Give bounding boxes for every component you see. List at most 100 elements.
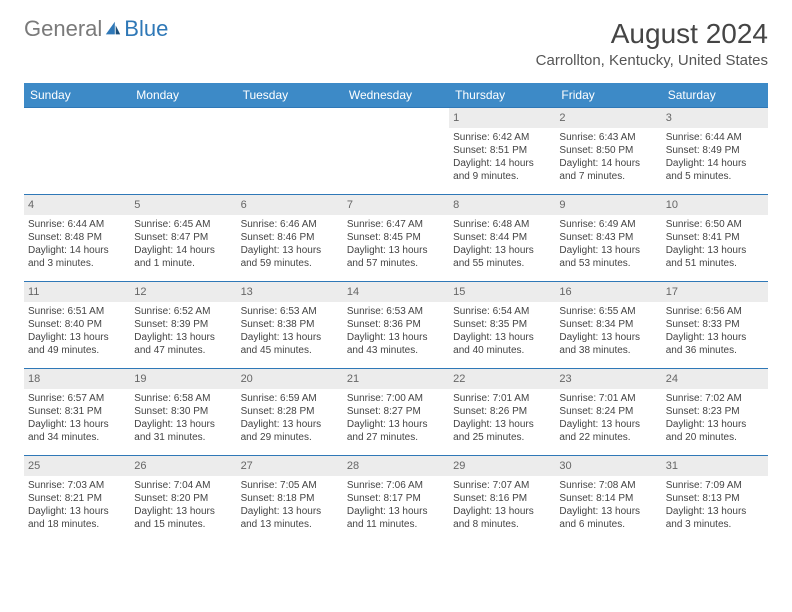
header: General Blue August 2024 Carrollton, Ken…: [24, 18, 768, 69]
day-number: 13: [237, 282, 343, 302]
daylight-text: Daylight: 13 hours and 20 minutes.: [666, 418, 764, 444]
sunset-text: Sunset: 8:39 PM: [134, 318, 232, 331]
daylight-text: Daylight: 13 hours and 31 minutes.: [134, 418, 232, 444]
sunset-text: Sunset: 8:35 PM: [453, 318, 551, 331]
dow-wednesday: Wednesday: [343, 83, 449, 107]
daylight-text: Daylight: 13 hours and 57 minutes.: [347, 244, 445, 270]
day-cell: 24Sunrise: 7:02 AMSunset: 8:23 PMDayligh…: [662, 369, 768, 455]
day-number: 22: [449, 369, 555, 389]
day-number: 21: [343, 369, 449, 389]
day-cell: 20Sunrise: 6:59 AMSunset: 8:28 PMDayligh…: [237, 369, 343, 455]
day-cell: 28Sunrise: 7:06 AMSunset: 8:17 PMDayligh…: [343, 456, 449, 542]
day-cell: 23Sunrise: 7:01 AMSunset: 8:24 PMDayligh…: [555, 369, 661, 455]
sunset-text: Sunset: 8:27 PM: [347, 405, 445, 418]
sunrise-text: Sunrise: 7:09 AM: [666, 479, 764, 492]
sunset-text: Sunset: 8:14 PM: [559, 492, 657, 505]
week-row: 4Sunrise: 6:44 AMSunset: 8:48 PMDaylight…: [24, 194, 768, 281]
day-number: 9: [555, 195, 661, 215]
daylight-text: Daylight: 14 hours and 5 minutes.: [666, 157, 764, 183]
day-number: 24: [662, 369, 768, 389]
day-number: 28: [343, 456, 449, 476]
day-number: 27: [237, 456, 343, 476]
sunset-text: Sunset: 8:38 PM: [241, 318, 339, 331]
dow-friday: Friday: [555, 83, 661, 107]
calendar-page: General Blue August 2024 Carrollton, Ken…: [0, 0, 792, 542]
sunset-text: Sunset: 8:50 PM: [559, 144, 657, 157]
day-cell: 22 Sunrise: 7:01 AMSunset: 8:26 PMDayligh…: [449, 369, 555, 455]
location-text: Carrollton, Kentucky, United States: [536, 52, 768, 69]
sunrise-text: Sunrise: 7:02 AM: [666, 392, 764, 405]
sunrise-text: Sunrise: 6:47 AM: [347, 218, 445, 231]
sunset-text: Sunset: 8:16 PM: [453, 492, 551, 505]
sunrise-text: Sunrise: 7:08 AM: [559, 479, 657, 492]
sunrise-text: Sunrise: 7:04 AM: [134, 479, 232, 492]
day-number: 12: [130, 282, 236, 302]
day-cell: 2Sunrise: 6:43 AMSunset: 8:50 PMDaylight…: [555, 108, 661, 194]
day-number: 14: [343, 282, 449, 302]
sunrise-text: Sunrise: 7:01 AM: [559, 392, 657, 405]
daylight-text: Daylight: 13 hours and 36 minutes.: [666, 331, 764, 357]
day-cell: 1Sunrise: 6:42 AMSunset: 8:51 PMDaylight…: [449, 108, 555, 194]
day-cell: 16Sunrise: 6:55 AMSunset: 8:34 PMDayligh…: [555, 282, 661, 368]
daylight-text: Daylight: 13 hours and 18 minutes.: [28, 505, 126, 531]
dow-monday: Monday: [130, 83, 236, 107]
day-cell: 6Sunrise: 6:46 AMSunset: 8:46 PMDaylight…: [237, 195, 343, 281]
day-cell: 30Sunrise: 7:08 AMSunset: 8:14 PMDayligh…: [555, 456, 661, 542]
daylight-text: Daylight: 13 hours and 38 minutes.: [559, 331, 657, 357]
sunset-text: Sunset: 8:51 PM: [453, 144, 551, 157]
dow-saturday: Saturday: [662, 83, 768, 107]
sunrise-text: Sunrise: 6:59 AM: [241, 392, 339, 405]
sunset-text: Sunset: 8:46 PM: [241, 231, 339, 244]
sunset-text: Sunset: 8:48 PM: [28, 231, 126, 244]
day-of-week-row: Sunday Monday Tuesday Wednesday Thursday…: [24, 83, 768, 107]
sunrise-text: Sunrise: 7:05 AM: [241, 479, 339, 492]
sunrise-text: Sunrise: 6:43 AM: [559, 131, 657, 144]
sunset-text: Sunset: 8:13 PM: [666, 492, 764, 505]
day-cell: 11Sunrise: 6:51 AMSunset: 8:40 PMDayligh…: [24, 282, 130, 368]
sunrise-text: Sunrise: 6:44 AM: [28, 218, 126, 231]
day-number: 6: [237, 195, 343, 215]
sunset-text: Sunset: 8:21 PM: [28, 492, 126, 505]
day-number: 17: [662, 282, 768, 302]
daylight-text: Daylight: 13 hours and 43 minutes.: [347, 331, 445, 357]
day-cell: 19Sunrise: 6:58 AMSunset: 8:30 PMDayligh…: [130, 369, 236, 455]
daylight-text: Daylight: 13 hours and 40 minutes.: [453, 331, 551, 357]
day-cell: 7Sunrise: 6:47 AMSunset: 8:45 PMDaylight…: [343, 195, 449, 281]
day-cell: 4Sunrise: 6:44 AMSunset: 8:48 PMDaylight…: [24, 195, 130, 281]
day-cell: 21Sunrise: 7:00 AMSunset: 8:27 PMDayligh…: [343, 369, 449, 455]
day-number: 7: [343, 195, 449, 215]
daylight-text: Daylight: 14 hours and 1 minute.: [134, 244, 232, 270]
day-number: 8: [449, 195, 555, 215]
daylight-text: Daylight: 13 hours and 25 minutes.: [453, 418, 551, 444]
daylight-text: Daylight: 13 hours and 55 minutes.: [453, 244, 551, 270]
day-cell: 14Sunrise: 6:53 AMSunset: 8:36 PMDayligh…: [343, 282, 449, 368]
sunrise-text: Sunrise: 6:51 AM: [28, 305, 126, 318]
day-number: 5: [130, 195, 236, 215]
day-cell: 8Sunrise: 6:48 AMSunset: 8:44 PMDaylight…: [449, 195, 555, 281]
day-number: 29: [449, 456, 555, 476]
week-row: 11Sunrise: 6:51 AMSunset: 8:40 PMDayligh…: [24, 281, 768, 368]
sunset-text: Sunset: 8:34 PM: [559, 318, 657, 331]
sunset-text: Sunset: 8:17 PM: [347, 492, 445, 505]
day-cell: 27Sunrise: 7:05 AMSunset: 8:18 PMDayligh…: [237, 456, 343, 542]
sunrise-text: Sunrise: 6:53 AM: [241, 305, 339, 318]
daylight-text: Daylight: 13 hours and 13 minutes.: [241, 505, 339, 531]
sunset-text: Sunset: 8:20 PM: [134, 492, 232, 505]
daylight-text: Daylight: 13 hours and 34 minutes.: [28, 418, 126, 444]
sail-icon: [104, 20, 122, 38]
daylight-text: Daylight: 13 hours and 8 minutes.: [453, 505, 551, 531]
sunset-text: Sunset: 8:40 PM: [28, 318, 126, 331]
daylight-text: Daylight: 13 hours and 51 minutes.: [666, 244, 764, 270]
sunrise-text: Sunrise: 6:42 AM: [453, 131, 551, 144]
daylight-text: Daylight: 13 hours and 11 minutes.: [347, 505, 445, 531]
sunset-text: Sunset: 8:28 PM: [241, 405, 339, 418]
sunset-text: Sunset: 8:26 PM: [453, 405, 551, 418]
sunrise-text: Sunrise: 6:56 AM: [666, 305, 764, 318]
sunrise-text: Sunrise: 6:46 AM: [241, 218, 339, 231]
sunset-text: Sunset: 8:30 PM: [134, 405, 232, 418]
day-cell: 17Sunrise: 6:56 AMSunset: 8:33 PMDayligh…: [662, 282, 768, 368]
sunrise-text: Sunrise: 7:03 AM: [28, 479, 126, 492]
daylight-text: Daylight: 13 hours and 49 minutes.: [28, 331, 126, 357]
sunrise-text: Sunrise: 7:01 AM: [453, 392, 551, 405]
dow-tuesday: Tuesday: [237, 83, 343, 107]
